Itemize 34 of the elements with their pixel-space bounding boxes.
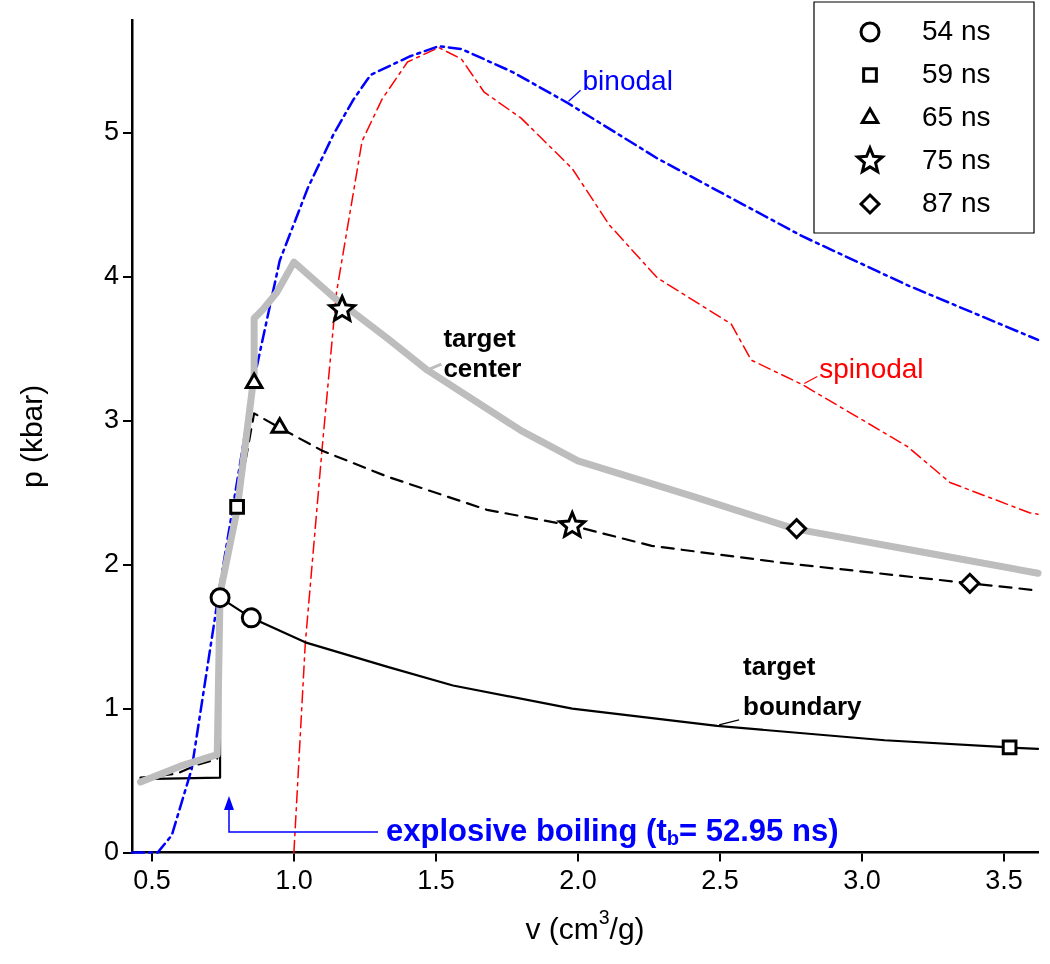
x-tick-label: 2.0 — [559, 865, 597, 896]
legend-label: 87 ns — [922, 186, 991, 218]
point — [959, 572, 981, 594]
legend-label: binodal — [582, 65, 673, 97]
x-tick-label: 1.0 — [275, 865, 313, 896]
legend-label: 75 ns — [922, 143, 991, 175]
x-tick-label: 0.5 — [133, 865, 171, 896]
legend-label: 54 ns — [922, 14, 991, 46]
point — [786, 518, 808, 540]
legend-label: 65 ns — [922, 100, 991, 132]
y-tick-label: 1 — [103, 692, 120, 723]
legend-label: target center — [443, 323, 522, 384]
y-tick-label: 3 — [103, 404, 120, 435]
line-series — [293, 46, 1039, 854]
point — [328, 295, 357, 322]
point — [209, 587, 231, 609]
x-tick-label: 3.0 — [843, 865, 881, 896]
legend-label: spinodal — [819, 353, 924, 385]
x-tick-label: 2.5 — [701, 865, 739, 896]
x-tick-label: 3.5 — [985, 865, 1023, 896]
point — [229, 499, 245, 515]
point — [1001, 739, 1018, 756]
y-tick-label: 2 — [103, 548, 120, 579]
y-tick-label: 4 — [103, 260, 120, 290]
legend-label: 59 ns — [922, 57, 991, 89]
y-tick-label: 0 — [103, 836, 120, 867]
point — [244, 372, 264, 390]
point — [270, 417, 289, 434]
point — [556, 509, 589, 540]
x-tick-label: 1.5 — [417, 865, 455, 896]
y-axis-title: p (kbar) — [15, 384, 49, 489]
series-label: target boundary — [743, 651, 863, 722]
y-tick-label: 5 — [103, 115, 120, 146]
point — [240, 607, 262, 629]
